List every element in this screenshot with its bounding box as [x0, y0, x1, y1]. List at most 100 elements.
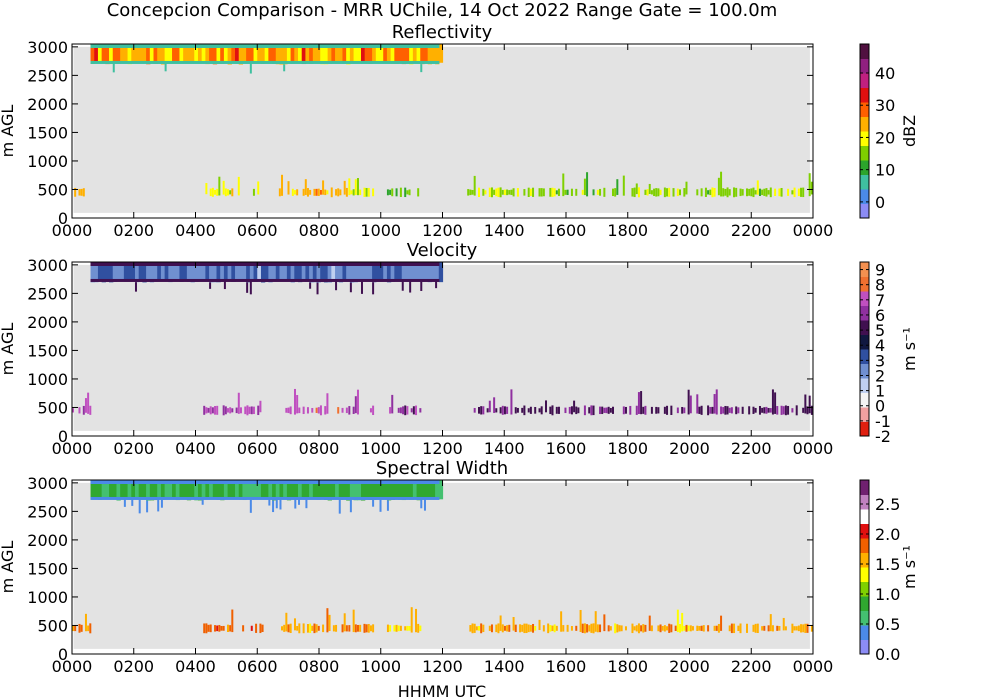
- low-echo-gate: [224, 406, 227, 415]
- x-tick-label: 0400: [175, 221, 216, 240]
- echo-column: [201, 262, 206, 282]
- y-tick-label: 3000: [27, 474, 68, 493]
- low-echo-gate: [588, 407, 591, 414]
- echo-column: [272, 262, 277, 281]
- echo-column: [179, 262, 184, 282]
- low-echo-gate: [529, 188, 532, 196]
- low-echo-gate: [345, 187, 348, 197]
- low-echo-gate: [337, 188, 340, 197]
- echo-column: [379, 44, 384, 64]
- low-echo-gate: [696, 625, 699, 631]
- echo-column: [246, 44, 251, 64]
- low-echo-gate: [74, 625, 77, 632]
- low-echo-gate: [631, 188, 634, 197]
- echo-column: [305, 44, 310, 63]
- echo-column: [249, 262, 255, 282]
- echo-column: [438, 262, 444, 283]
- low-echo-gate: [499, 615, 502, 631]
- low-echo-gate: [252, 406, 255, 415]
- echo-column: [138, 262, 143, 282]
- low-echo-gate: [417, 623, 420, 633]
- low-echo-gate: [761, 407, 764, 413]
- echo-column: [90, 480, 95, 499]
- low-echo-gate: [404, 405, 407, 416]
- low-echo-gate: [657, 188, 660, 197]
- low-echo-gate: [663, 406, 666, 414]
- echo-column: [112, 44, 118, 63]
- y-axis-label: m AGL: [0, 541, 17, 594]
- echo-column: [398, 262, 403, 281]
- echo-column: [364, 44, 369, 64]
- echo-column: [323, 262, 329, 283]
- echo-column: [157, 44, 162, 64]
- low-echo-gate: [787, 405, 790, 415]
- echo-column: [312, 480, 318, 500]
- low-echo-gate: [495, 408, 498, 413]
- echo-column: [112, 262, 118, 283]
- low-echo-gate: [488, 625, 491, 631]
- low-echo-gate: [653, 188, 656, 197]
- colorbar-segment: [860, 44, 869, 59]
- colorbar-tick-label: 9: [875, 261, 885, 280]
- echo-column: [109, 262, 114, 283]
- echo-column: [246, 262, 251, 283]
- low-echo-gate: [317, 407, 320, 414]
- low-echo-gate: [527, 624, 530, 633]
- low-echo-gate: [650, 406, 653, 414]
- low-echo-gate: [283, 624, 286, 632]
- echo-column: [438, 44, 444, 63]
- low-echo-gate: [313, 188, 316, 196]
- low-echo-gate: [406, 406, 409, 415]
- echo-column: [409, 480, 414, 500]
- low-echo-gate: [780, 405, 783, 415]
- echo-column: [401, 480, 407, 501]
- echo-column: [101, 262, 106, 283]
- low-echo-gate: [319, 405, 322, 416]
- colorbar-segment: [860, 581, 869, 597]
- low-echo-gate: [337, 407, 340, 414]
- low-echo-gate: [348, 178, 351, 196]
- low-echo-gate: [601, 406, 604, 415]
- upper-echo-layer: [90, 44, 444, 74]
- echo-column: [357, 262, 362, 282]
- low-echo-gate: [402, 406, 405, 415]
- low-echo-gate: [679, 624, 682, 633]
- echo-fallstreak: [423, 498, 426, 511]
- echo-column: [309, 480, 314, 499]
- low-echo-gate: [741, 189, 744, 196]
- echo-column: [353, 480, 358, 501]
- low-echo-gate: [599, 406, 602, 415]
- x-tick-label: 0000: [52, 657, 93, 676]
- low-echo-gate: [810, 181, 813, 195]
- low-echo-gate: [707, 190, 710, 195]
- low-echo-gate: [642, 624, 645, 633]
- low-echo-gate: [733, 187, 736, 198]
- low-echo-gate: [313, 623, 316, 634]
- low-echo-gate: [343, 180, 346, 195]
- colorbar-label: m s⁻¹: [900, 327, 919, 371]
- low-echo-gate: [583, 405, 586, 416]
- echo-column: [342, 262, 347, 281]
- echo-column: [197, 480, 203, 501]
- low-echo-gate: [616, 624, 619, 633]
- echo-column: [157, 480, 162, 499]
- low-echo-gate: [754, 190, 757, 195]
- low-echo-gate: [503, 625, 506, 631]
- low-echo-gate: [397, 407, 400, 413]
- echo-column: [427, 480, 432, 499]
- echo-column: [201, 480, 206, 499]
- colorbar-segment: [860, 305, 869, 321]
- echo-column: [249, 480, 255, 500]
- panel-title: Spectral Width: [376, 458, 508, 479]
- low-echo-gate: [534, 406, 537, 414]
- x-tick-label: 1000: [360, 439, 401, 458]
- low-echo-gate: [359, 624, 362, 632]
- x-tick-label: 1400: [484, 221, 525, 240]
- low-echo-gate: [224, 188, 227, 197]
- low-echo-gate: [752, 406, 755, 414]
- low-echo-gate: [306, 407, 309, 414]
- low-echo-gate: [78, 189, 81, 196]
- low-echo-gate: [296, 626, 299, 631]
- low-echo-gate: [659, 624, 662, 633]
